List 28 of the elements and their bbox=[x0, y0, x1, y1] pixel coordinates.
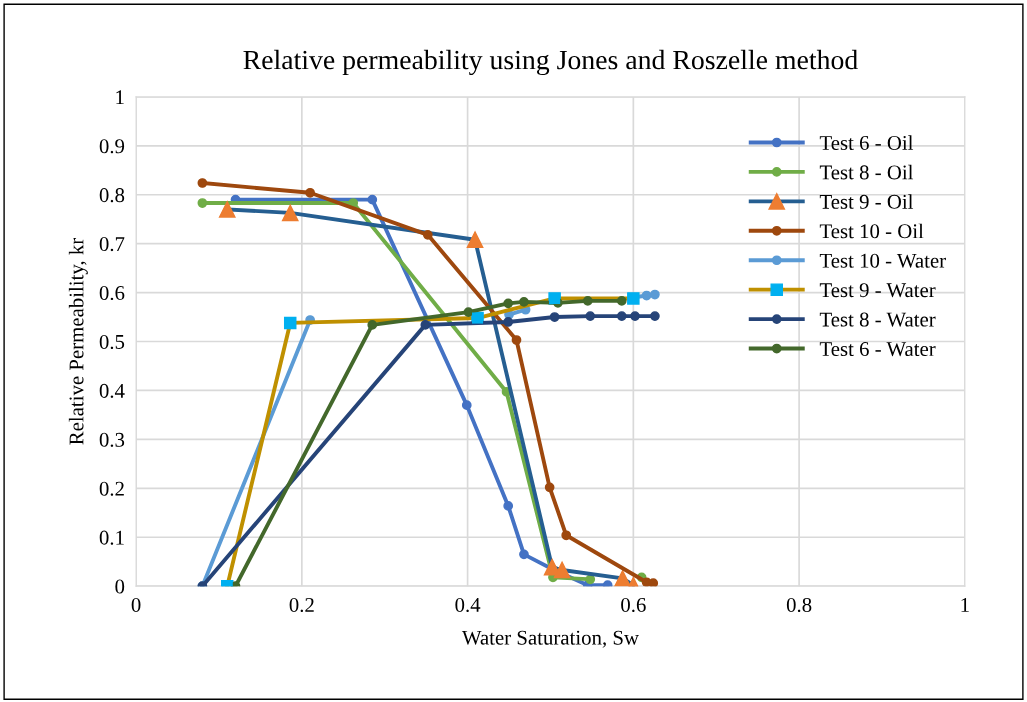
y-tick-label: 0.2 bbox=[99, 481, 124, 496]
legend-label: Test 10 - Water bbox=[819, 253, 946, 268]
y-tick-label: 0.6 bbox=[99, 285, 125, 301]
y-tick-label: 0.9 bbox=[99, 139, 125, 154]
y-axis-title: Relative Permeability, kr bbox=[68, 237, 88, 445]
legend-label: Test 10 - Oil bbox=[819, 223, 924, 239]
y-tick-label: 0.3 bbox=[99, 432, 125, 447]
legend-label: Test 8 - Oil bbox=[819, 164, 914, 180]
y-tick-label: 0.5 bbox=[99, 334, 125, 350]
x-tick-label: 0.2 bbox=[289, 597, 314, 613]
y-tick-label: 0.7 bbox=[99, 237, 125, 252]
chart-title: Relative permeability using Jones and Roszelle method bbox=[243, 49, 858, 76]
x-tick-label: 0.8 bbox=[786, 597, 812, 613]
y-tick-label: 1 bbox=[116, 90, 124, 105]
y-tick-label: 0 bbox=[115, 579, 125, 594]
x-tick-label: 0 bbox=[131, 597, 141, 612]
legend-label: Test 9 - Water bbox=[819, 283, 936, 298]
legend-label: Test 8 - Water bbox=[819, 312, 936, 327]
legend-label: Test 9 - Oil bbox=[819, 194, 914, 209]
x-tick-label: 0.6 bbox=[621, 597, 646, 613]
y-tick-label: 0.8 bbox=[99, 188, 125, 203]
x-tick-label: 0.4 bbox=[455, 597, 481, 613]
legend-label: Test 6 - Water bbox=[819, 342, 936, 357]
x-axis-title: Water Saturation, Sw bbox=[461, 630, 639, 648]
legend-label: Test 6 - Oil bbox=[819, 135, 914, 150]
y-tick-label: 0.4 bbox=[99, 383, 125, 398]
x-tick-label: 1 bbox=[961, 597, 969, 612]
y-tick-label: 0.1 bbox=[99, 530, 124, 545]
